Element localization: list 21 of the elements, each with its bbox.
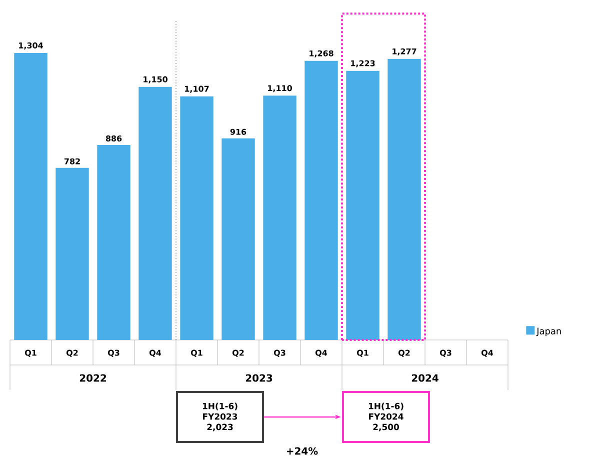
bar <box>97 144 130 340</box>
text: 2024 <box>412 374 438 382</box>
text: +24% <box>286 447 318 455</box>
text: 1H(1-6) <box>202 402 238 410</box>
bar <box>222 138 255 340</box>
bar <box>388 58 421 340</box>
legend-label: Japan <box>536 328 561 336</box>
bar <box>180 96 214 340</box>
text: FY2024 <box>369 413 404 420</box>
bar <box>56 168 89 340</box>
text: 2,500 <box>373 424 399 432</box>
bar <box>304 60 338 340</box>
bar <box>138 86 172 340</box>
text: 2,023 <box>207 424 233 432</box>
text: FY2023 <box>203 413 238 420</box>
text: 2022 <box>80 374 106 382</box>
text: 2023 <box>246 374 272 382</box>
bar <box>346 70 380 340</box>
bar <box>263 96 296 340</box>
bar <box>14 52 48 340</box>
text: 1H(1-6) <box>368 402 404 410</box>
